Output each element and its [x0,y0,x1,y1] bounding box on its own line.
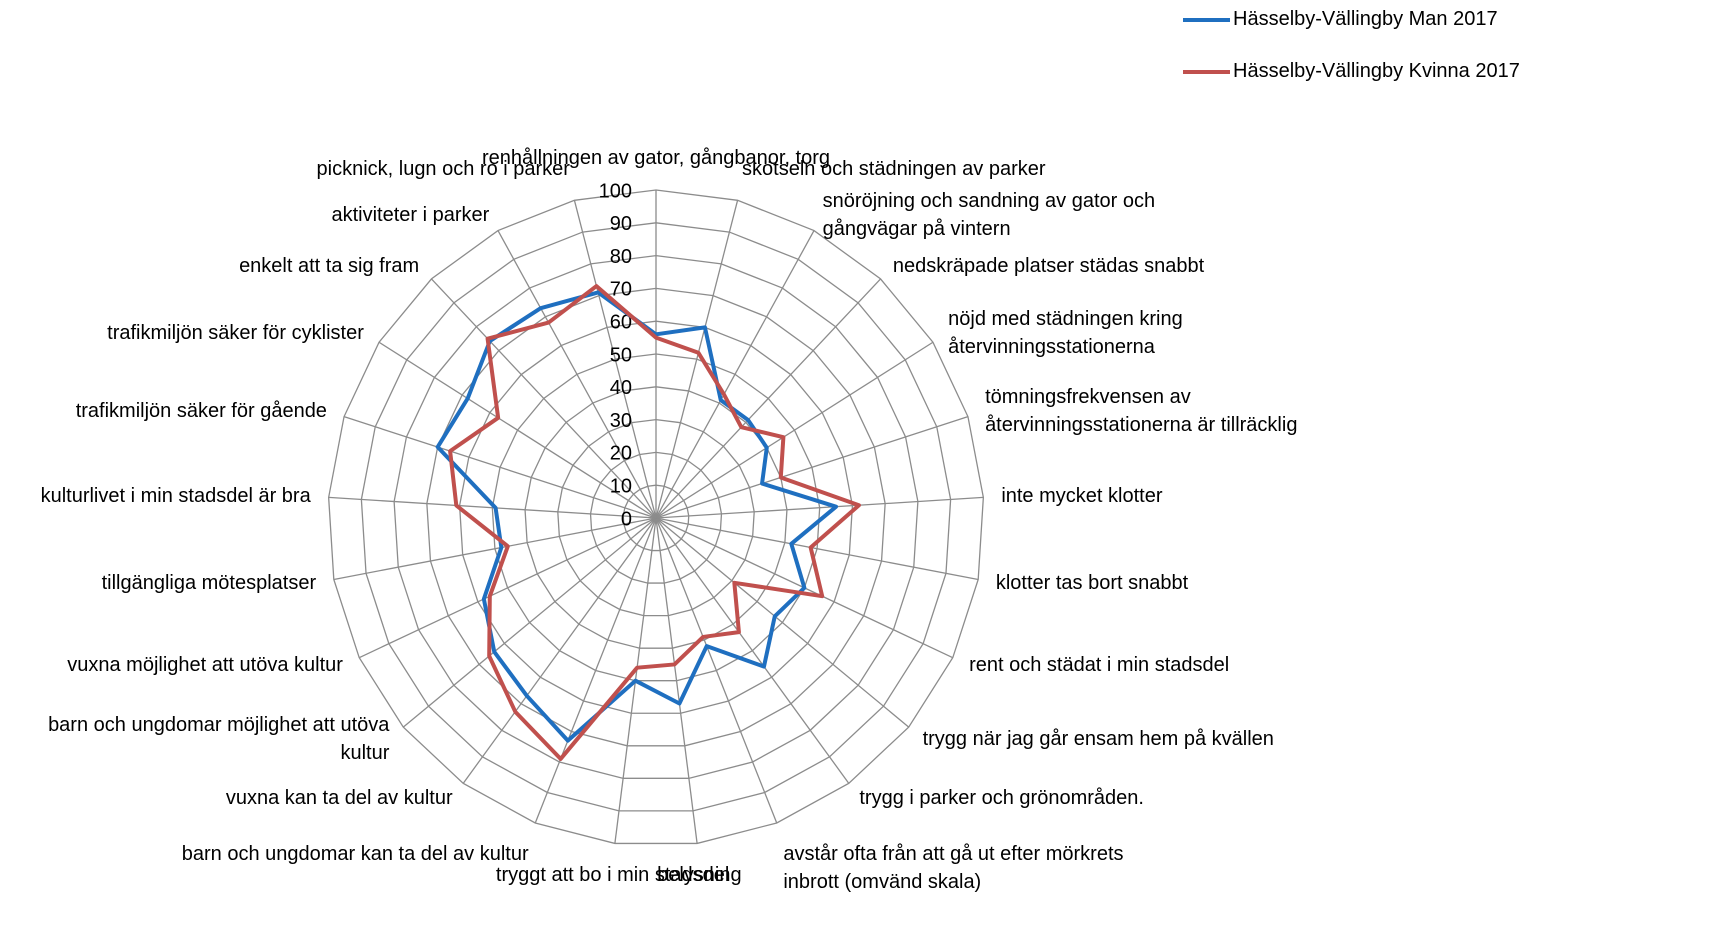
category-label: trygg i parker och grönområden. [859,786,1144,809]
axis-tick-label: 80 [610,246,632,268]
grid-ring [491,353,821,682]
spoke [655,416,969,519]
category-label: nedskräpade platser städas snabbt [892,254,1205,277]
category-label: trafikmiljön säker för gående [75,400,327,423]
spoke [378,341,657,519]
grid-ring [393,254,919,779]
grid-ring [557,418,755,617]
axis-tick-label: 100 [599,180,632,202]
spoke [655,200,739,519]
axis-tick-label: 40 [610,377,632,399]
category-label: vuxna kan ta del av kultur [225,786,453,809]
spoke [328,496,657,519]
legend-label: Hässelby-Vällingby Kvinna 2017 [1233,60,1520,82]
spoke [655,517,979,581]
spoke [655,341,934,519]
grid-ring [327,189,985,845]
grid-ring [360,222,952,812]
legend-label: Hässelby-Vällingby Man 2017 [1233,8,1498,30]
category-label: klotter tas bort snabbt [995,571,1189,594]
spoke [358,517,657,659]
spoke [655,230,815,519]
category-label: vuxna möjlighet att utöva kultur [67,654,343,677]
category-label: trafikmiljön säker för cyklister [107,321,364,344]
spoke [534,517,657,824]
spoke [655,278,882,519]
category-label: kulturlivet i min stadsdel är bra [40,485,311,508]
category-label: tillgängliga mötesplatser [101,571,317,594]
axis-tick-label: 70 [610,279,632,301]
axis-tick-label: 10 [610,475,632,497]
series-line [448,284,861,761]
axis-tick-label: 30 [610,410,632,432]
axis-tick-label: 0 [621,508,632,530]
spoke [333,517,657,581]
spoke [655,517,910,728]
series-line [435,290,839,743]
category-label: tryggt att bo i min stadsdel [495,864,730,887]
category-label: nöjd med städningen kring återvinningsst… [948,307,1183,358]
category-label: avstår ofta från att gå ut efter mörkret… [783,842,1124,893]
category-label: barn och ungdomar möjlighet att utöva ku… [48,713,390,764]
spoke [462,517,657,784]
category-label: renhållningen av gator, gångbanor, torg [481,147,831,169]
grid-ring [622,484,690,552]
category-label: picknick, lugn och ro i parker [316,157,570,180]
category-label: tömningsfrekvensen av återvinningsstatio… [985,386,1298,437]
spoke [497,230,657,519]
category-label: rent och städat i min stadsdel [969,654,1230,677]
category-label: enkelt att ta sig fram [239,254,420,277]
grid-ring [458,320,854,714]
spoke [402,517,657,728]
spoke [573,200,657,519]
spoke [430,278,657,519]
spoke [343,416,657,519]
spoke [655,517,698,844]
category-label: skötseln och städningen av parker [742,157,1046,180]
axis-tick-label: 50 [610,344,632,366]
category-label: belysning [657,864,742,887]
category-label: snöröjning och sandning av gator och gån… [822,189,1156,240]
grid-ring [524,386,788,649]
category-label: trygg när jag går ensam hem på kvällen [922,727,1274,750]
spoke [655,496,984,519]
grid-ring [589,451,723,584]
spoke [655,517,850,784]
category-label: barn och ungdomar kan ta del av kultur [181,842,529,865]
axis-tick-label: 20 [610,443,632,465]
grid-ring [426,287,886,747]
axis-tick-label: 60 [610,311,632,333]
spoke [655,517,778,824]
axis-tick-label: 90 [610,213,632,235]
category-label: aktiviteter i parker [331,203,490,226]
category-label: inte mycket klotter [1001,485,1163,508]
